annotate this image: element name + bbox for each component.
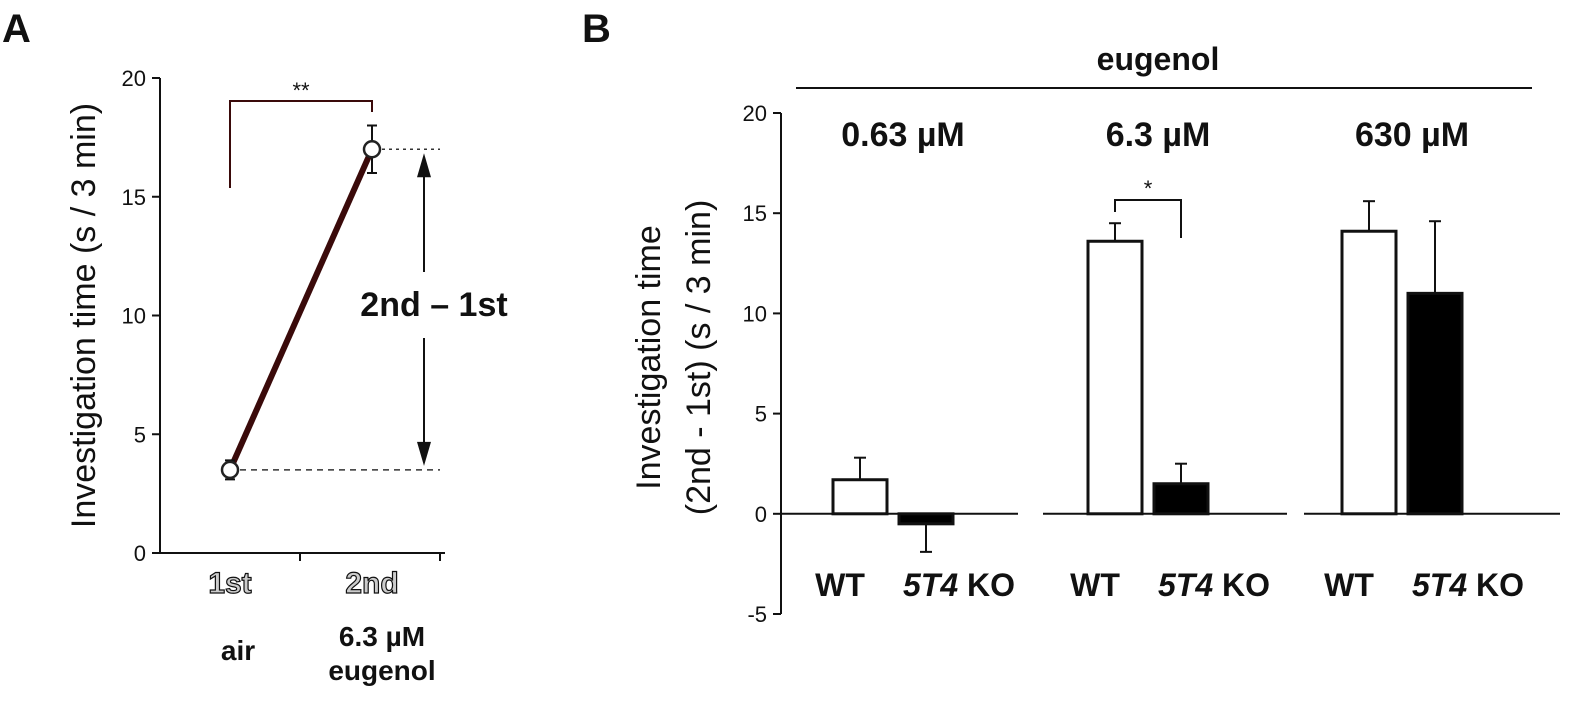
bar-label-wt: WT: [815, 567, 865, 603]
gene-name: 5T4: [1412, 567, 1467, 603]
y-tick-label: 10: [122, 304, 146, 329]
significance-label: *: [1144, 176, 1153, 201]
bar-label-ko: 5T4 KO: [903, 567, 1015, 603]
panel-label-b: B: [582, 7, 611, 51]
condition-label: eugenol: [328, 655, 435, 686]
significance-bracket: [1114, 199, 1182, 238]
y-axis-label: Investigation time: [630, 225, 668, 490]
significance-bracket: [229, 100, 373, 188]
gene-name: 5T4: [903, 567, 958, 603]
y-tick-label: 15: [743, 201, 767, 226]
significance-label: **: [292, 78, 310, 103]
bar-ko: [1406, 291, 1464, 516]
ko-suffix: KO: [958, 567, 1015, 603]
bar-ko: [1152, 482, 1210, 516]
bar-label-wt: WT: [1070, 567, 1120, 603]
y-tick-label: 20: [743, 101, 767, 126]
y-axis-label: Investigation time (s / 3 min): [65, 103, 103, 528]
y-tick-label: 5: [755, 402, 767, 427]
y-tick-label: 5: [134, 422, 146, 447]
data-line: [227, 148, 375, 472]
bar-label-wt: WT: [1324, 567, 1374, 603]
y-tick-label: 15: [122, 185, 146, 210]
arrow-head-up: [417, 153, 431, 178]
group-label: 630 µM: [1355, 116, 1469, 154]
gene-name: 5T4: [1158, 567, 1213, 603]
panel-label-a: A: [2, 7, 31, 51]
y-tick-label: 0: [134, 541, 146, 566]
bar-ko: [897, 512, 955, 526]
bar-label-ko: 5T4 KO: [1412, 567, 1524, 603]
y-tick-label: 20: [122, 66, 146, 91]
group-label: 6.3 µM: [1106, 116, 1211, 154]
bar-label-ko: 5T4 KO: [1158, 567, 1270, 603]
y-axis-label: (2nd - 1st) (s / 3 min): [680, 200, 718, 516]
ko-suffix: KO: [1213, 567, 1270, 603]
condition-label: air: [221, 635, 255, 666]
bar-wt: [1340, 229, 1398, 516]
condition-label: 6.3 µM: [339, 621, 425, 652]
bar-wt: [831, 478, 889, 516]
y-tick-label: -5: [747, 602, 767, 627]
data-point: [362, 140, 382, 159]
y-tick-label: 0: [755, 502, 767, 527]
arrow-head-down: [417, 441, 431, 466]
panel-a-chart: 0 5 10 15 20 Investigation time (s / 3 min) **…: [65, 66, 508, 686]
header-label: eugenol: [1097, 41, 1220, 77]
ko-suffix: KO: [1467, 567, 1524, 603]
panel-b-chart: eugenol -5 0 5 10 15 20 Investigation time (2nd …: [630, 41, 1560, 627]
difference-label: 2nd – 1st: [360, 286, 507, 324]
group-label: 0.63 µM: [841, 116, 965, 154]
y-tick-label: 10: [743, 301, 767, 326]
x-category-label: 1st: [208, 567, 251, 600]
data-point: [220, 460, 240, 480]
bar-wt: [1086, 239, 1144, 516]
x-category-label: 2nd: [345, 567, 398, 600]
